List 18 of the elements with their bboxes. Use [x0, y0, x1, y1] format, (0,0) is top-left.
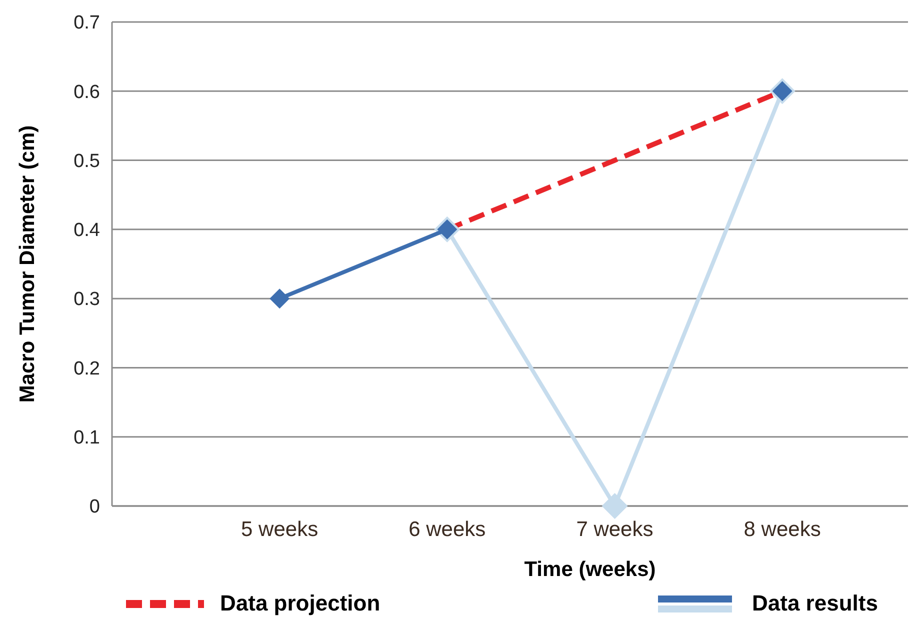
point — [270, 288, 290, 309]
y-tick-label: 0.2 — [74, 358, 100, 380]
legend-label: Data results — [752, 590, 878, 616]
y-axis-title: Macro Tumor Diameter (cm) — [16, 125, 39, 403]
x-tick-label: 8 weeks — [744, 518, 821, 541]
y-tick-label: 0 — [89, 496, 100, 518]
x-tick-label: 7 weeks — [576, 518, 654, 541]
point — [602, 493, 628, 519]
y-tick-label: 0.4 — [74, 220, 100, 242]
y-tick-label: 0.6 — [74, 82, 100, 103]
y-tick-label: 0.1 — [74, 428, 100, 449]
legend-label: Data projection — [220, 590, 380, 616]
x-axis-title: Time (weeks) — [524, 558, 656, 581]
y-tick-label: 0.5 — [74, 150, 100, 172]
x-tick-label: 6 weeks — [408, 518, 486, 541]
x-tick-label: 5 weeks — [241, 518, 318, 541]
y-tick-label: 0.7 — [74, 12, 100, 34]
y-tick-label: 0.3 — [74, 289, 100, 310]
